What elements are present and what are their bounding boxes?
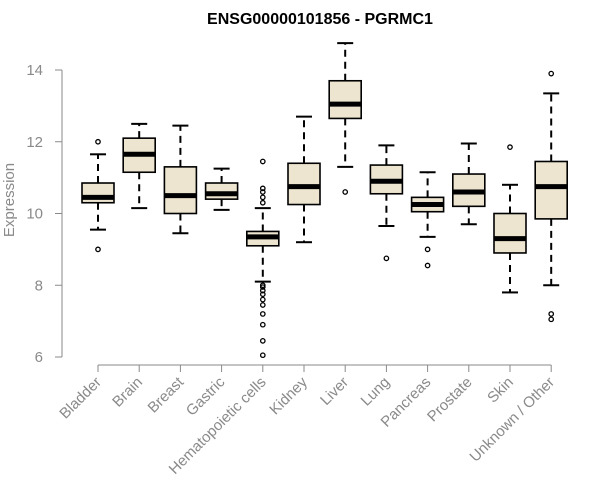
x-tick-label: Breast [145, 373, 188, 416]
outlier-point [548, 311, 555, 317]
outlier-point [259, 311, 266, 317]
outlier-point [259, 352, 266, 359]
outlier-point [259, 291, 266, 298]
x-tick-label: Kidney [266, 373, 311, 418]
outlier-point [259, 287, 266, 294]
box-hematopoietic-cells [246, 158, 280, 359]
outlier-point [507, 144, 513, 150]
box-prostate [451, 142, 486, 226]
box-iqr [287, 162, 321, 206]
box-breast [163, 124, 198, 235]
box-skin [493, 144, 527, 294]
x-tick-label: Bladder [56, 374, 105, 423]
box-gastric [204, 167, 239, 211]
box-iqr [163, 166, 198, 215]
box-lung [369, 144, 404, 262]
outlier-point [424, 262, 431, 269]
y-tick-label: 12 [26, 134, 43, 151]
box-kidney [287, 115, 321, 244]
outlier-point [259, 158, 266, 165]
outlier-point [259, 194, 266, 201]
x-tick-label: Lung [358, 374, 394, 410]
outlier-point [342, 189, 349, 195]
outlier-point [383, 255, 390, 262]
boxes [81, 42, 569, 359]
outlier-point [259, 199, 266, 206]
box-iqr [493, 212, 527, 254]
box-unknown-other [534, 70, 569, 323]
outlier-point [259, 282, 266, 289]
chart-title: ENSG00000101856 - PGRMC1 [207, 11, 433, 28]
box-iqr [204, 182, 239, 200]
outlier-point [259, 296, 266, 303]
outlier-point [548, 316, 555, 323]
box-pancreas [410, 171, 445, 269]
outlier-point [259, 185, 266, 192]
box-brain [122, 122, 156, 210]
box-bladder [81, 138, 115, 253]
outlier-point [95, 246, 101, 253]
x-tick-label: Liver [317, 374, 352, 409]
y-tick-label: 6 [35, 349, 43, 366]
y-tick-label: 14 [26, 62, 43, 79]
y-tick-label: 10 [26, 206, 43, 223]
box-liver [328, 42, 363, 195]
outlier-point [259, 302, 266, 308]
outlier-point [95, 138, 101, 145]
box-iqr [328, 79, 363, 120]
box-iqr [534, 160, 569, 220]
outlier-point [259, 338, 266, 344]
y-tick-label: 8 [35, 277, 43, 294]
outlier-point [259, 189, 266, 195]
y-axis: 6 8 10 12 14 [26, 62, 63, 366]
x-tick-label: Prostate [424, 374, 476, 426]
y-axis-label: Expression [1, 163, 18, 237]
outlier-point [424, 246, 431, 253]
outlier-point [548, 70, 555, 77]
x-tick-label: Skin [484, 374, 517, 407]
outlier-point [259, 321, 266, 328]
x-tick-label: Brain [109, 374, 146, 411]
